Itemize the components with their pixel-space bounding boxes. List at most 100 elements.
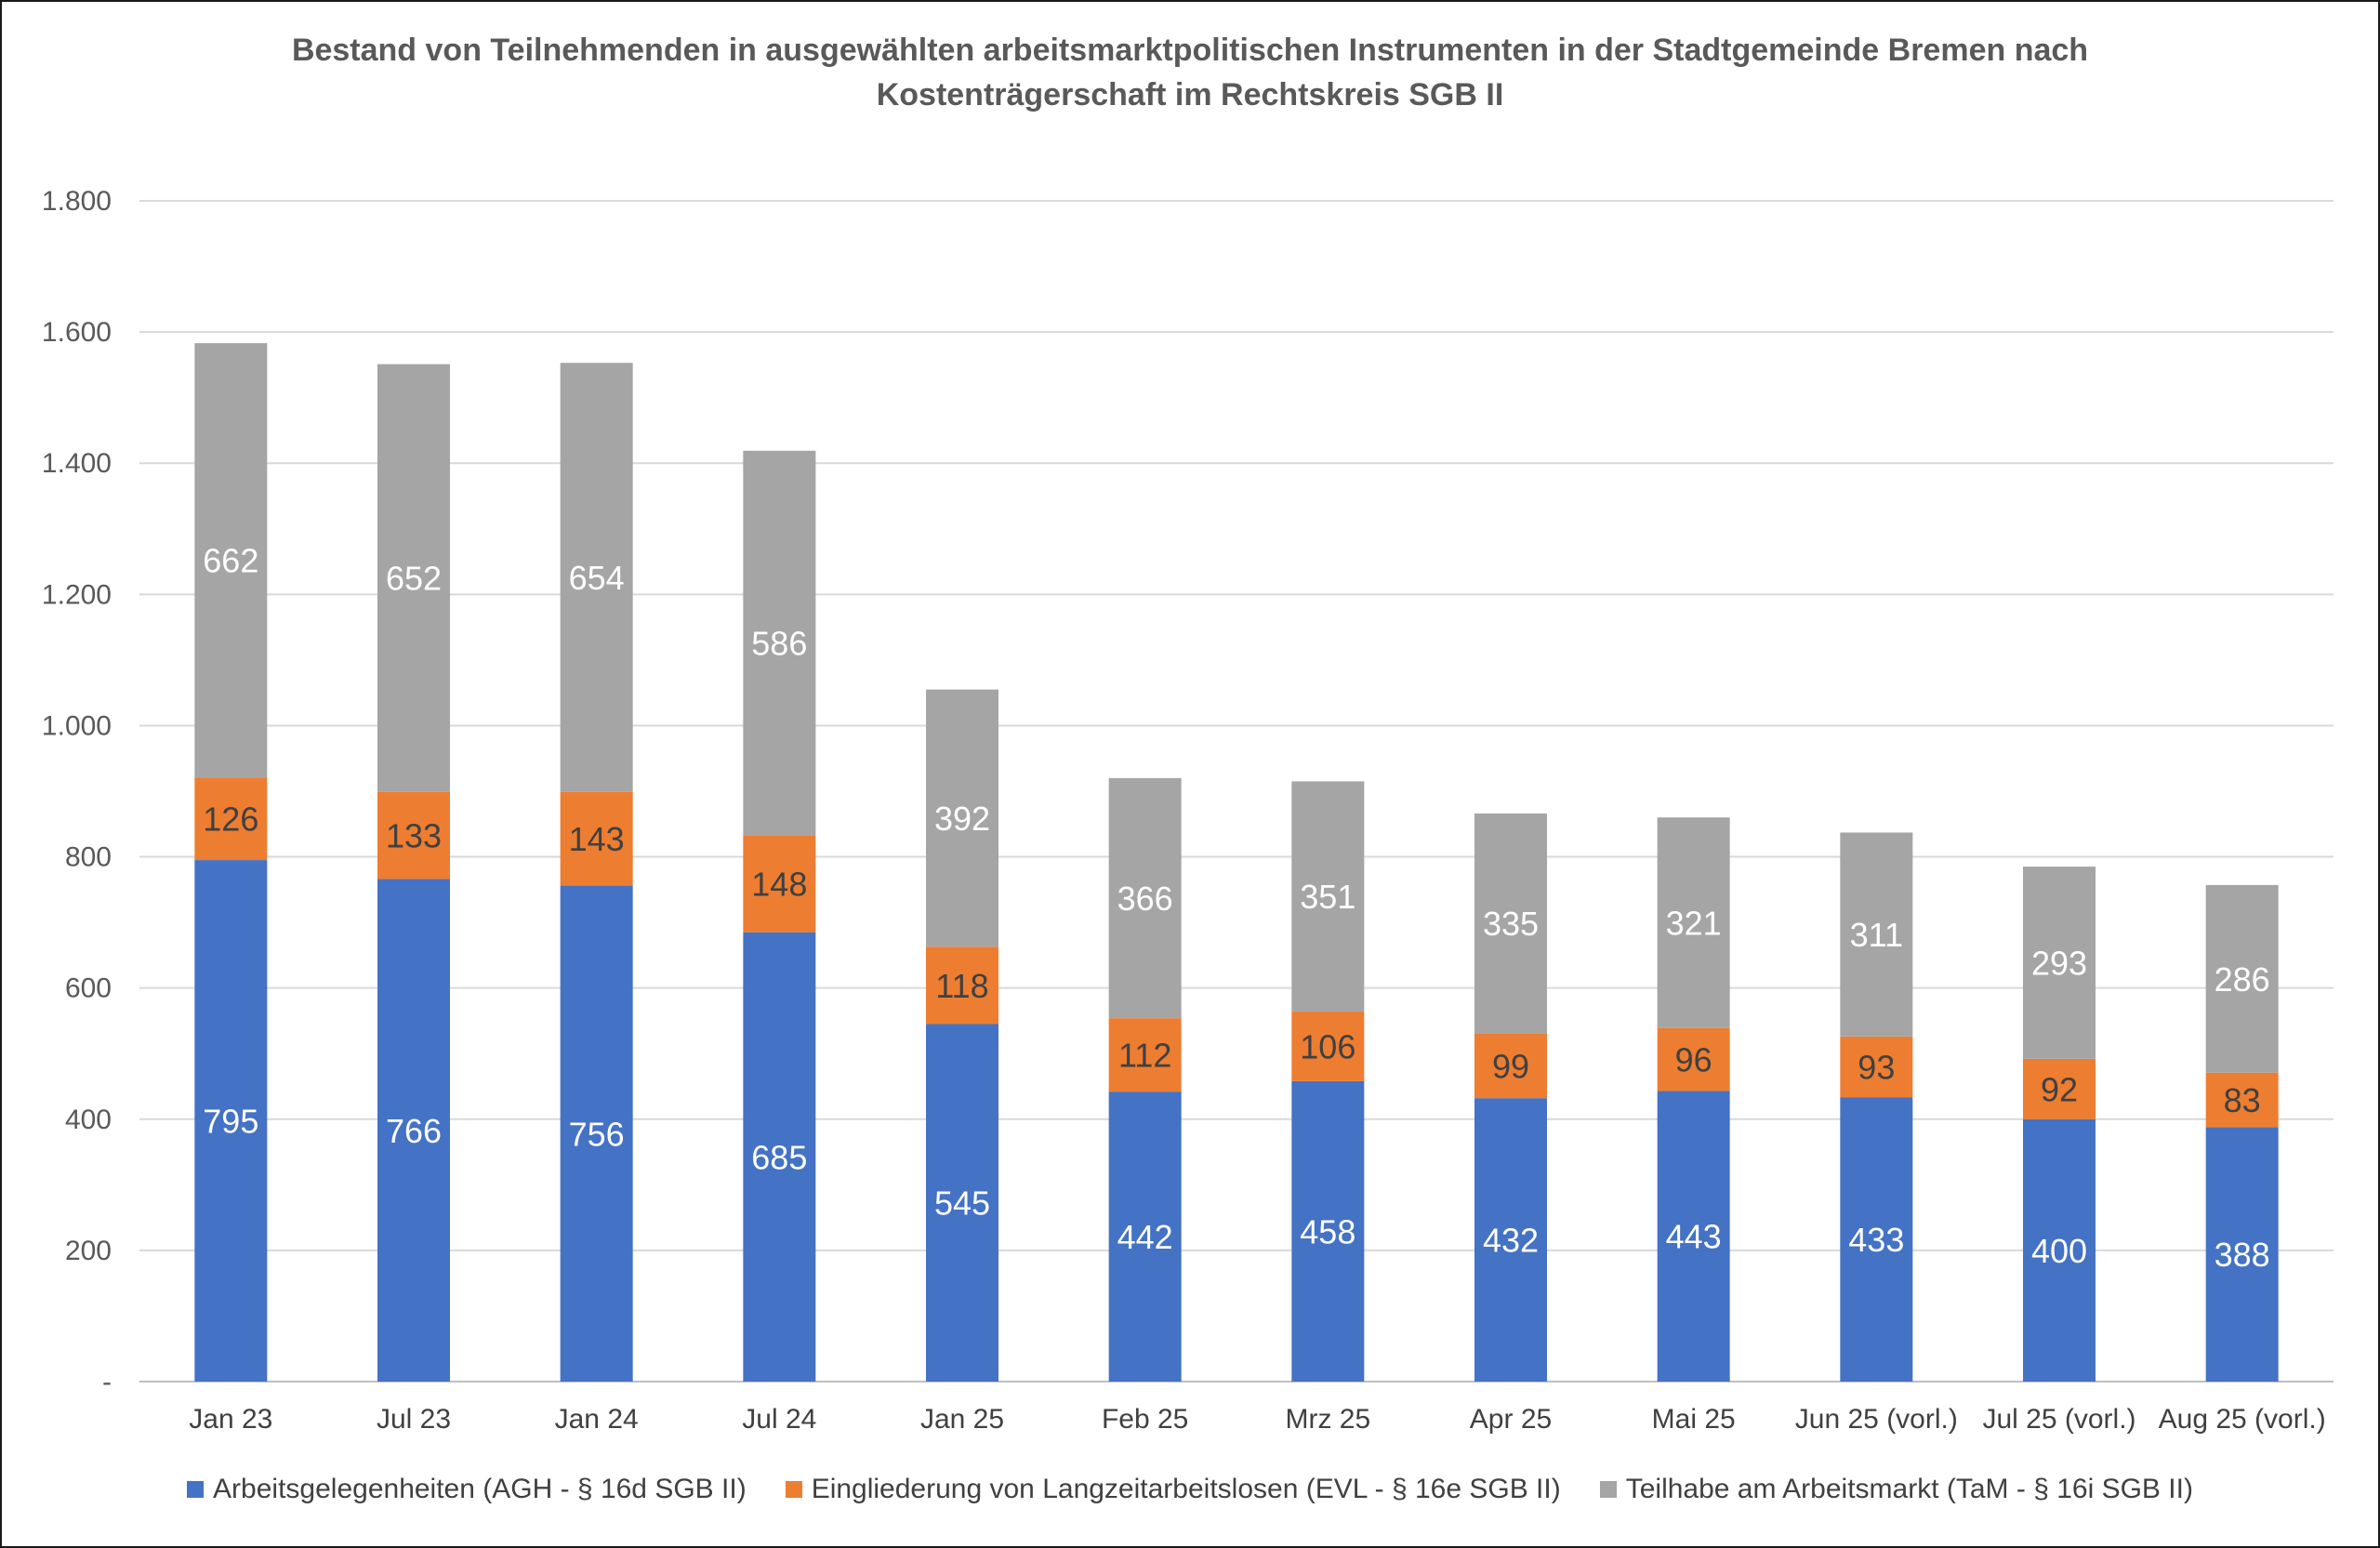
legend-swatch — [187, 1481, 205, 1498]
data-label: 433 — [1848, 1221, 1904, 1259]
bar-segment — [560, 363, 633, 792]
bar-segment — [1108, 1092, 1182, 1382]
bar-segment — [926, 1024, 998, 1382]
bar-segment — [377, 791, 450, 880]
bar-segment — [2205, 1072, 2279, 1128]
bar-segment — [194, 777, 268, 861]
bar-segment — [2023, 1118, 2096, 1382]
data-label: 685 — [751, 1138, 807, 1176]
x-category-label: Jul 24 — [742, 1404, 816, 1435]
chart-title: Bestand von Teilnehmenden in ausgewählte… — [291, 33, 2089, 112]
data-label: 351 — [1300, 878, 1355, 916]
x-axis-category-labels: Jan 23 Jul 23 Jan 24 Jul 24 Jan 25 Feb 25 Mrz … — [189, 1404, 2325, 1435]
data-label: 112 — [1118, 1037, 1171, 1075]
bar-segment — [377, 364, 450, 792]
bar-segment — [743, 835, 816, 933]
gridlines — [139, 200, 2334, 1383]
data-label: 443 — [1666, 1218, 1722, 1256]
x-category-label: Jan 23 — [189, 1404, 272, 1435]
data-label: 293 — [2031, 945, 2087, 983]
data-label: 321 — [1666, 904, 1722, 942]
data-label: 400 — [2031, 1232, 2087, 1270]
data-label: 586 — [751, 625, 807, 663]
bar-segment — [743, 450, 816, 836]
legend: Arbeitsgelegenheiten (AGH - § 16d SGB II… — [0, 1474, 2380, 1505]
y-tick-label: 1.800 — [42, 186, 112, 217]
bar-segment — [194, 343, 268, 778]
bar-segment — [1291, 781, 1365, 1012]
data-label: 96 — [1675, 1041, 1712, 1079]
data-label: 458 — [1300, 1212, 1355, 1250]
data-label: 311 — [1850, 916, 1903, 954]
data-label: 366 — [1117, 880, 1173, 918]
data-label: 652 — [386, 560, 442, 598]
legend-swatch — [785, 1481, 802, 1498]
y-tick-label: 1.000 — [42, 710, 112, 741]
legend-label: Arbeitsgelegenheiten (AGH - § 16d SGB II… — [213, 1474, 747, 1504]
y-tick-label: 200 — [65, 1236, 112, 1266]
data-label: 442 — [1117, 1218, 1173, 1256]
bar-segment — [2023, 1058, 2096, 1119]
data-label: 143 — [569, 820, 625, 858]
data-label: 92 — [2041, 1070, 2078, 1108]
bar-segment — [1657, 817, 1730, 1028]
data-label: 83 — [2224, 1081, 2261, 1119]
data-label: 545 — [934, 1184, 990, 1223]
bars — [194, 343, 2279, 1382]
legend-swatch — [1599, 1481, 1617, 1498]
x-category-label: Aug 25 (vorl.) — [2159, 1404, 2326, 1435]
bar-segment — [1474, 813, 1547, 1034]
x-category-label: Mrz 25 — [1285, 1404, 1370, 1435]
bar-segment — [377, 879, 450, 1382]
data-label: 766 — [386, 1112, 442, 1150]
y-tick-label: 1.600 — [42, 317, 112, 348]
x-category-label: Feb 25 — [1102, 1404, 1188, 1435]
data-label: 756 — [569, 1115, 625, 1153]
y-axis-tick-labels: - 200 400 600 800 1.000 1.200 1.400 1.600 1.800 — [42, 186, 112, 1397]
bar-segment — [926, 689, 998, 947]
x-category-label: Jul 23 — [377, 1404, 451, 1435]
data-label: 133 — [386, 817, 442, 855]
data-label: 388 — [2215, 1236, 2270, 1274]
legend-item: Eingliederung von Langzeitarbeitslosen (… — [785, 1474, 1561, 1505]
bar-segment — [1657, 1027, 1730, 1092]
bar-segment — [926, 946, 998, 1025]
bar-segment — [560, 791, 633, 886]
y-tick-label: 1.400 — [42, 448, 112, 479]
bar-segment — [1657, 1091, 1730, 1382]
bar-segment — [1840, 1097, 1913, 1382]
data-label: 148 — [751, 865, 807, 903]
bar-segment — [1840, 1036, 1913, 1098]
y-tick-label: - — [102, 1367, 112, 1397]
legend-label: Teilhabe am Arbeitsmarkt (TaM - § 16i SG… — [1625, 1474, 2193, 1504]
data-label: 392 — [934, 800, 990, 838]
bar-segment — [2205, 1127, 2279, 1382]
y-tick-label: 1.200 — [42, 579, 112, 610]
legend-item: Arbeitsgelegenheiten (AGH - § 16d SGB II… — [187, 1474, 747, 1505]
x-category-label: Jan 24 — [555, 1404, 639, 1435]
bar-segment — [194, 860, 268, 1382]
bar-segment — [1291, 1080, 1365, 1382]
y-tick-label: 600 — [65, 973, 112, 1004]
bar-segment — [2023, 867, 2096, 1059]
data-labels: 795 126 662 766 133 652 756 143 654 685 148 586 545 1… — [203, 542, 2269, 1274]
bar-segment — [1474, 1098, 1547, 1382]
x-category-label: Jun 25 (vorl.) — [1795, 1404, 1958, 1435]
bar-segment — [1474, 1033, 1547, 1099]
data-label: 662 — [203, 542, 258, 580]
bar-segment — [2205, 884, 2279, 1073]
data-label: 654 — [569, 559, 625, 597]
data-label: 106 — [1300, 1027, 1355, 1065]
bar-segment — [1108, 777, 1182, 1019]
data-label: 432 — [1483, 1222, 1539, 1260]
x-category-label: Jan 25 — [920, 1404, 1004, 1435]
y-tick-label: 400 — [65, 1105, 112, 1135]
legend-label: Eingliederung von Langzeitarbeitslosen (… — [811, 1474, 1561, 1504]
x-category-label: Apr 25 — [1470, 1404, 1552, 1435]
bar-segment — [1108, 1018, 1182, 1092]
bar-segment — [560, 885, 633, 1382]
x-category-label: Jul 25 (vorl.) — [1982, 1404, 2135, 1435]
data-label: 286 — [2215, 960, 2270, 999]
data-label: 93 — [1858, 1049, 1895, 1087]
